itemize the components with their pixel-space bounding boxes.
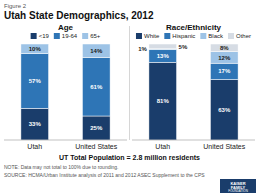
data-labels: 81% 13% 1% 5% 63% 17% 12% 8% bbox=[138, 44, 231, 113]
data-label: 33% bbox=[29, 121, 42, 127]
title: Utah State Demographics, 2012 bbox=[4, 10, 154, 21]
baseline bbox=[4, 140, 127, 141]
data-label: 12% bbox=[218, 55, 231, 61]
x-tick-label: Utah bbox=[155, 143, 170, 150]
bars bbox=[21, 44, 110, 140]
legend-label: 19-64 bbox=[62, 33, 78, 39]
bar-segment bbox=[149, 50, 177, 62]
x-tick-label: Utah bbox=[27, 143, 42, 150]
bar-segment bbox=[21, 44, 49, 54]
data-label: 81% bbox=[157, 98, 170, 104]
legend-swatch bbox=[200, 33, 206, 39]
bar-segment bbox=[210, 52, 238, 64]
bar-segment bbox=[21, 108, 49, 140]
bar-segment bbox=[210, 44, 238, 52]
legend-label: Hispanic bbox=[172, 33, 195, 39]
legend-label: White bbox=[144, 33, 160, 39]
data-label: 14% bbox=[90, 48, 103, 54]
source: SOURCE: HCMA/Urban Institute analysis of… bbox=[4, 172, 205, 178]
chart-root: Figure 2Utah State Demographics, 2012 Age… bbox=[0, 0, 259, 194]
data-labels: 33% 57% 10% 25% 61% 14% bbox=[29, 46, 103, 131]
legend-swatch bbox=[228, 33, 234, 39]
legend-swatch bbox=[82, 33, 88, 39]
panel-title: Race/Ethnicity bbox=[166, 23, 222, 32]
panel-title: Age bbox=[58, 23, 74, 32]
data-label: 1% bbox=[138, 46, 147, 52]
legend-label: <19 bbox=[39, 33, 50, 39]
legend-swatch bbox=[54, 33, 60, 39]
legend-swatch bbox=[164, 33, 170, 39]
x-tick-label: United States bbox=[203, 143, 246, 150]
bar-segment bbox=[149, 44, 177, 49]
bar-segment bbox=[21, 54, 49, 109]
data-label: 17% bbox=[218, 68, 231, 74]
logo-box bbox=[220, 179, 256, 193]
legend-label: 65+ bbox=[90, 33, 101, 39]
data-label: 25% bbox=[90, 125, 103, 131]
data-label: 13% bbox=[157, 53, 170, 59]
data-label: 57% bbox=[29, 78, 42, 84]
panel: Race/Ethnicity White Hispanic Black Other 81%… bbox=[132, 23, 255, 150]
logo: KAISERFAMILYFOUNDATION bbox=[220, 179, 256, 193]
legend-swatch bbox=[31, 33, 37, 39]
panel: Age <19 19-64 65+ 33% 57% 10% 25% 61% 14% Utah Unit… bbox=[4, 23, 127, 150]
subtitle: UT Total Population = 2.8 million reside… bbox=[59, 154, 200, 162]
bar-segment bbox=[82, 116, 110, 140]
bars bbox=[149, 44, 238, 140]
data-label: 8% bbox=[220, 45, 229, 51]
legend-label: Black bbox=[208, 33, 224, 39]
logo-text: FOUNDATION bbox=[228, 189, 248, 193]
bar-segment bbox=[210, 63, 238, 79]
bar-segment bbox=[210, 80, 238, 140]
legend-swatch bbox=[136, 33, 142, 39]
bar-segment bbox=[149, 62, 177, 140]
data-label: 63% bbox=[218, 107, 231, 113]
note: NOTE: Data may not total to 100% due to … bbox=[4, 164, 119, 170]
divider bbox=[129, 26, 130, 140]
legend-label: Other bbox=[236, 33, 251, 39]
bar-segment bbox=[82, 57, 110, 116]
legend: <19 19-64 65+ bbox=[31, 33, 101, 39]
legend: White Hispanic Black Other bbox=[136, 33, 251, 39]
baseline bbox=[132, 140, 255, 141]
data-label: 10% bbox=[29, 46, 42, 52]
figure-label: Figure 2 bbox=[4, 3, 27, 9]
data-label: 5% bbox=[179, 44, 188, 50]
x-tick-label: United States bbox=[75, 143, 118, 150]
data-label: 61% bbox=[90, 84, 103, 90]
bar-segment bbox=[82, 44, 110, 57]
